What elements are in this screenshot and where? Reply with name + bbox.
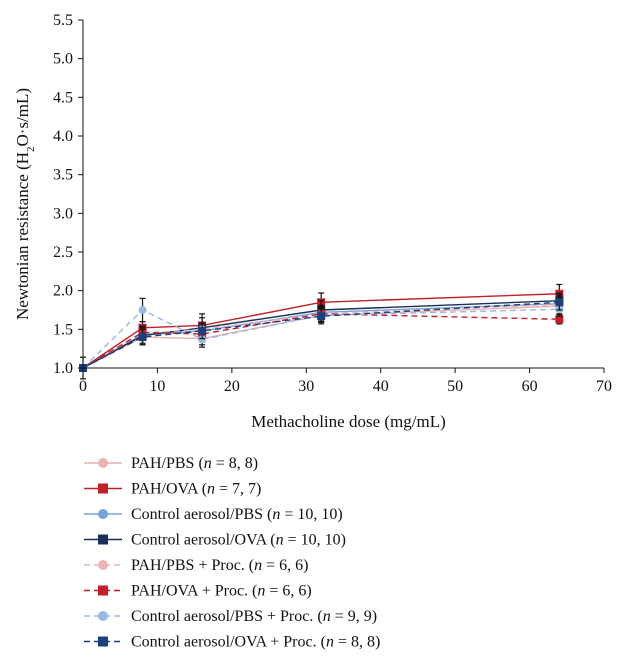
legend-item-control-pbs: Control aerosol/PBS (n = 10, 10) xyxy=(84,506,343,523)
y-tick-label: 5.5 xyxy=(53,12,73,29)
series-pah-ova xyxy=(79,283,564,372)
legend-n-label: n xyxy=(204,455,212,472)
legend-series-name: PAH/PBS ( xyxy=(131,455,204,472)
y-tick-label: 1.5 xyxy=(53,321,73,338)
y-axis-title: Newtonian resistance (H2O·s/mL) xyxy=(13,88,37,320)
x-tick-label: 20 xyxy=(224,378,240,395)
y-tick-label: 4.0 xyxy=(53,128,73,145)
data-point xyxy=(198,326,207,335)
legend-series-name: Control aerosol/OVA ( xyxy=(131,532,276,549)
legend-n-label: n xyxy=(323,608,331,625)
x-ticks: 0 10 20 30 40 50 60 70 xyxy=(79,368,612,395)
series-control-ova-proc xyxy=(79,293,564,372)
legend-series-name: PAH/PBS + Proc. ( xyxy=(131,557,254,574)
x-axis-title: Methacholine dose (mg/mL) xyxy=(251,412,446,431)
legend-marker xyxy=(98,585,108,596)
series-line xyxy=(82,301,560,369)
legend-n-label: n xyxy=(257,583,265,600)
data-point xyxy=(198,335,207,344)
legend-n-values: = 10, 10) xyxy=(284,532,346,549)
legend-label: Control aerosol/PBS (n = 10, 10) xyxy=(131,506,343,523)
legend-label: PAH/PBS + Proc. (n = 6, 6) xyxy=(131,557,309,574)
y-tick-label: 4.5 xyxy=(53,89,73,106)
legend-item-pah-pbs-proc: PAH/PBS + Proc. (n = 6, 6) xyxy=(84,557,309,574)
legend-marker xyxy=(98,509,108,519)
legend-n-label: n xyxy=(272,506,280,523)
legend-item-control-ova-proc: Control aerosol/OVA + Proc. (n = 8, 8) xyxy=(84,634,380,651)
y-tick-label: 3.0 xyxy=(53,205,73,222)
x-tick-label: 70 xyxy=(596,378,612,395)
x-tick-label: 40 xyxy=(373,378,389,395)
legend-marker xyxy=(98,458,108,468)
legend-n-values: = 9, 9) xyxy=(331,608,377,625)
legend-n-values: = 8, 8) xyxy=(334,634,380,651)
y-tick-label: 1.0 xyxy=(53,360,73,377)
legend-label: PAH/PBS (n = 8, 8) xyxy=(131,455,258,472)
legend-marker xyxy=(98,483,108,494)
legend-label: PAH/OVA + Proc. (n = 6, 6) xyxy=(131,583,312,600)
y-axis-title-subscript: 2 xyxy=(25,146,37,152)
data-point xyxy=(138,333,147,342)
legend-n-label: n xyxy=(207,481,215,498)
legend-series-name: PAH/OVA ( xyxy=(131,481,207,498)
y-tick-label: 3.5 xyxy=(53,167,73,184)
legend-n-values: = 7, 7) xyxy=(215,481,261,498)
x-tick-label: 60 xyxy=(522,378,538,395)
legend-label: Control aerosol/PBS + Proc. (n = 9, 9) xyxy=(131,608,377,625)
legend-series-name: Control aerosol/OVA + Proc. ( xyxy=(131,634,326,651)
y-axis-title-part1: Newtonian resistance (H xyxy=(13,152,32,320)
legend-item-pah-ova: PAH/OVA (n = 7, 7) xyxy=(84,481,261,498)
legend-marker xyxy=(98,636,108,647)
series-line xyxy=(82,308,560,369)
y-tick-label: 2.0 xyxy=(53,283,73,300)
legend-series-name: PAH/OVA + Proc. ( xyxy=(131,583,257,600)
legend-item-pah-ova-proc: PAH/OVA + Proc. (n = 6, 6) xyxy=(84,583,312,600)
x-tick-label: 10 xyxy=(149,378,165,395)
legend-n-values: = 6, 6) xyxy=(262,557,308,574)
y-tick-label: 2.5 xyxy=(53,244,73,261)
data-point xyxy=(138,306,147,314)
plot-area xyxy=(79,283,564,380)
legend-label: Control aerosol/OVA + Proc. (n = 8, 8) xyxy=(131,634,380,651)
legend-marker xyxy=(98,560,108,570)
legend-n-label: n xyxy=(276,532,284,549)
legend-marker xyxy=(98,534,108,545)
x-tick-label: 50 xyxy=(447,378,463,395)
legend-label: Control aerosol/OVA (n = 10, 10) xyxy=(131,532,346,549)
y-tick-label: 5.0 xyxy=(53,51,73,68)
data-point xyxy=(555,298,564,307)
legend-series-name: Control aerosol/PBS + Proc. ( xyxy=(131,608,323,625)
legend-n-values: = 6, 6) xyxy=(265,583,311,600)
y-axis-title-part2: O·s/mL) xyxy=(13,88,32,147)
legend-series-name: Control aerosol/PBS ( xyxy=(131,506,272,523)
legend-n-values: = 8, 8) xyxy=(212,455,258,472)
legend-marker xyxy=(98,611,108,621)
y-ticks: 1.0 1.5 2.0 2.5 3.0 3.5 4.0 4.5 5.0 5.5 xyxy=(53,12,83,377)
x-tick-label: 30 xyxy=(298,378,314,395)
axes: 1.0 1.5 2.0 2.5 3.0 3.5 4.0 4.5 5.0 5.5 0 10 20 30 40… xyxy=(53,12,612,395)
legend-item-pah-pbs: PAH/PBS (n = 8, 8) xyxy=(84,455,258,472)
legend-label: PAH/OVA (n = 7, 7) xyxy=(131,481,261,498)
data-point xyxy=(555,315,564,324)
legend: PAH/PBS (n = 8, 8)PAH/OVA (n = 7, 7)Cont… xyxy=(84,455,380,651)
data-point xyxy=(317,312,326,321)
legend-item-control-ova: Control aerosol/OVA (n = 10, 10) xyxy=(84,532,346,549)
legend-n-label: n xyxy=(254,557,262,574)
legend-n-values: = 10, 10) xyxy=(280,506,342,523)
legend-item-control-pbs-proc: Control aerosol/PBS + Proc. (n = 9, 9) xyxy=(84,608,377,625)
legend-n-label: n xyxy=(326,634,334,651)
x-tick-label: 0 xyxy=(79,378,87,395)
